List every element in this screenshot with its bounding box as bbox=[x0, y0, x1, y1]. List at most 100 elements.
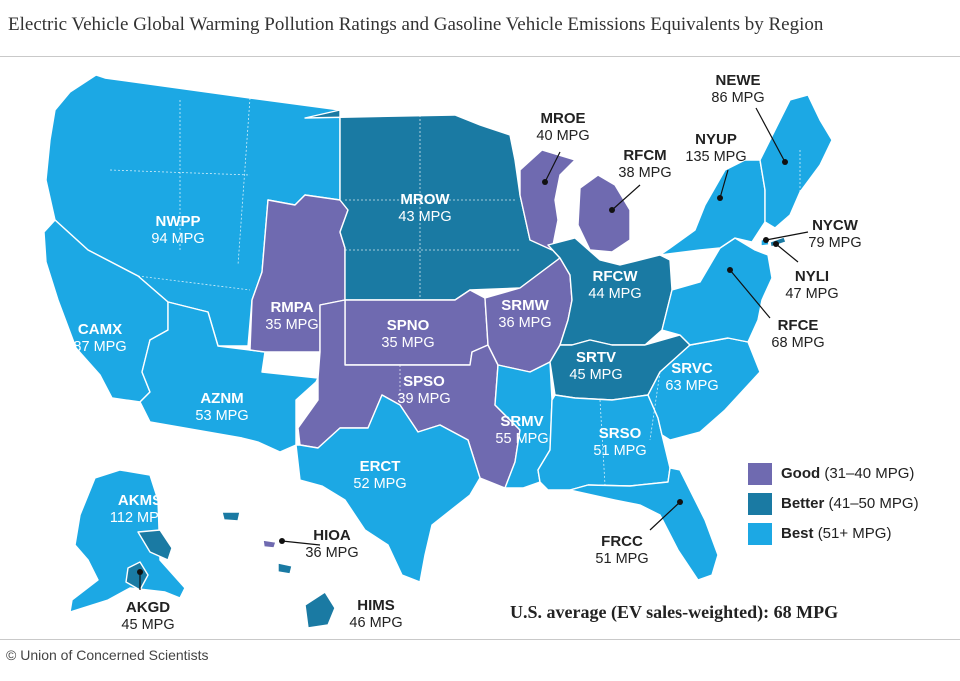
region-aznm-code: AZNM bbox=[200, 390, 243, 407]
region-hims-shape bbox=[221, 511, 241, 522]
leader-dot-nyup bbox=[717, 195, 723, 201]
region-srtv-mpg: 45 MPG bbox=[569, 367, 622, 383]
region-shapes bbox=[43, 74, 833, 629]
legend-range-better: (41–50 MPG) bbox=[828, 495, 919, 512]
region-spso-code: SPSO bbox=[403, 373, 445, 390]
region-spso-mpg: 39 MPG bbox=[397, 391, 450, 407]
region-rfcm-shape bbox=[577, 174, 631, 253]
region-mroe-code: MROE bbox=[541, 110, 586, 127]
state-boundary-lines bbox=[109, 97, 801, 486]
region-hims-code: HIMS bbox=[357, 597, 395, 614]
leader-lines bbox=[137, 107, 809, 590]
leader-line-newe bbox=[755, 107, 786, 163]
legend-swatch-best bbox=[748, 522, 772, 545]
legend-swatch-good bbox=[748, 462, 772, 485]
leader-dot-rfce bbox=[727, 267, 733, 273]
leader-dot-frcc bbox=[677, 499, 683, 505]
region-srvc-shape bbox=[647, 337, 761, 441]
region-frcc-code: FRCC bbox=[601, 533, 643, 550]
region-aznm-mpg: 53 MPG bbox=[195, 408, 248, 424]
title-divider bbox=[0, 56, 960, 57]
region-srvc-code: SRVC bbox=[671, 360, 713, 377]
region-srtv-code: SRTV bbox=[576, 349, 616, 366]
credit-line: © Union of Concerned Scientists bbox=[6, 647, 209, 663]
legend-name-good: Good bbox=[781, 465, 821, 482]
region-erct-code: ERCT bbox=[360, 458, 401, 475]
legend-item-better: Better (41–50 MPG) bbox=[748, 492, 919, 515]
region-rfce-mpg: 68 MPG bbox=[771, 335, 824, 351]
region-frcc-mpg: 51 MPG bbox=[595, 551, 648, 567]
region-srmw-mpg: 36 MPG bbox=[498, 315, 551, 331]
leader-dot-hioa bbox=[279, 538, 285, 544]
leader-line-hioa bbox=[281, 540, 321, 546]
leader-dot-rfcm bbox=[609, 207, 615, 213]
legend-name-better: Better bbox=[781, 495, 825, 512]
region-rfcw-mpg: 44 MPG bbox=[588, 286, 641, 302]
state-boundary-line bbox=[109, 169, 251, 176]
region-nyup-shape bbox=[659, 159, 766, 256]
region-rfce-code: RFCE bbox=[778, 317, 819, 334]
leader-line-rfce bbox=[729, 269, 771, 319]
leader-dot-newe bbox=[782, 159, 788, 165]
region-spno-mpg: 35 MPG bbox=[381, 335, 434, 351]
region-camx-mpg: 87 MPG bbox=[73, 339, 126, 355]
region-rfcm-mpg: 38 MPG bbox=[618, 165, 671, 181]
leader-dot-nycw bbox=[763, 237, 769, 243]
region-akms-mpg: 112 MPG bbox=[110, 510, 170, 526]
region-hioa-mpg: 36 MPG bbox=[305, 545, 358, 561]
region-akms-code: AKMS bbox=[118, 492, 162, 509]
us-average-note: U.S. average (EV sales-weighted): 68 MPG bbox=[510, 602, 839, 622]
region-camx-code: CAMX bbox=[78, 321, 122, 338]
region-akgd-code: AKGD bbox=[126, 599, 170, 616]
leader-line-nycw bbox=[765, 231, 809, 241]
region-nyli-mpg: 47 MPG bbox=[785, 286, 838, 302]
region-hioa-shape bbox=[262, 539, 277, 549]
region-nyup-mpg: 135 MPG bbox=[685, 149, 746, 165]
leader-line-rfcm bbox=[611, 184, 641, 211]
region-hims-shape bbox=[304, 591, 336, 629]
legend-name-best: Best bbox=[781, 525, 814, 542]
footer-divider bbox=[0, 639, 960, 640]
leader-dot-akgd bbox=[137, 569, 143, 575]
region-nwpp-mpg: 94 MPG bbox=[151, 231, 204, 247]
region-nyup-code: NYUP bbox=[695, 131, 737, 148]
legend-range-best: (51+ MPG) bbox=[817, 525, 892, 542]
region-mrow-mpg: 43 MPG bbox=[398, 209, 451, 225]
region-frcc-shape bbox=[569, 467, 719, 581]
leader-line-nyup bbox=[719, 169, 729, 199]
region-mroe-mpg: 40 MPG bbox=[536, 128, 589, 144]
region-mrow-code: MROW bbox=[400, 191, 450, 208]
region-akms-shape bbox=[69, 469, 186, 613]
region-hims-shape bbox=[277, 562, 293, 575]
region-newe-shape bbox=[759, 94, 833, 229]
region-srso-mpg: 51 MPG bbox=[593, 443, 646, 459]
region-erct-shape bbox=[295, 394, 481, 583]
leader-dot-mroe bbox=[542, 179, 548, 185]
region-srmv-code: SRMV bbox=[500, 413, 543, 430]
region-nycw-mpg: 79 MPG bbox=[808, 235, 861, 251]
region-erct-mpg: 52 MPG bbox=[353, 476, 406, 492]
region-akgd-mpg: 45 MPG bbox=[121, 617, 174, 633]
region-srmw-code: SRMW bbox=[501, 297, 549, 314]
region-spno-code: SPNO bbox=[387, 317, 430, 334]
region-newe-code: NEWE bbox=[716, 72, 761, 89]
region-rfce-shape bbox=[661, 237, 773, 346]
leader-dot-nyli bbox=[773, 241, 779, 247]
legend: Good (31–40 MPG) Better (41–50 MPG) Best… bbox=[748, 462, 919, 552]
legend-range-good: (31–40 MPG) bbox=[824, 465, 915, 482]
region-srso-code: SRSO bbox=[599, 425, 642, 442]
leader-line-frcc bbox=[649, 501, 681, 531]
region-hioa-code: HIOA bbox=[313, 527, 351, 544]
region-rmpa-code: RMPA bbox=[270, 299, 313, 316]
legend-item-good: Good (31–40 MPG) bbox=[748, 462, 919, 485]
region-nwpp-code: NWPP bbox=[156, 213, 201, 230]
legend-swatch-better bbox=[748, 492, 772, 515]
state-boundary-line bbox=[649, 371, 661, 441]
region-akgd-shape bbox=[125, 561, 149, 591]
region-srvc-mpg: 63 MPG bbox=[665, 378, 718, 394]
map-title: Electric Vehicle Global Warming Pollutio… bbox=[8, 14, 824, 35]
region-hims-mpg: 46 MPG bbox=[349, 615, 402, 631]
region-nyli-code: NYLI bbox=[795, 268, 829, 285]
